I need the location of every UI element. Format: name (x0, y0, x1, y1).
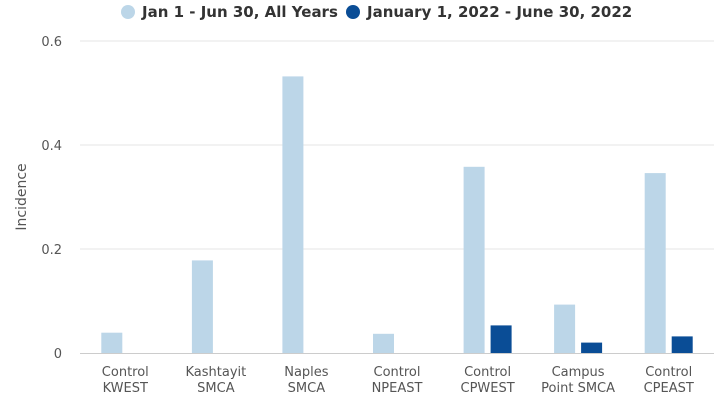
y-axis-ticks: 0 0.2 0.4 0.6 (41, 35, 62, 362)
x-category-label: Campus Point SMCA (541, 365, 615, 396)
legend-marker-all-years[interactable] (121, 5, 135, 19)
legend-label-2022[interactable]: January 1, 2022 - June 30, 2022 (366, 3, 632, 21)
gridlines (80, 40, 714, 250)
y-axis-title: Incidence (14, 163, 30, 230)
x-category-label: Kashtayit SMCA (186, 365, 247, 396)
x-category-label: Control KWEST (102, 365, 149, 396)
legend-marker-2022[interactable] (346, 5, 360, 19)
bar-2022-5[interactable] (581, 342, 603, 353)
bars (101, 76, 693, 354)
x-category-label: Control NPEAST (372, 365, 423, 396)
y-tick-label: 0.4 (41, 139, 62, 154)
bar-all-years-4[interactable] (463, 166, 485, 353)
y-tick-label: 0.6 (41, 35, 62, 50)
legend: Jan 1 - Jun 30, All Years January 1, 202… (121, 3, 632, 21)
x-category-label: Naples SMCA (284, 365, 329, 396)
bar-all-years-6[interactable] (644, 173, 666, 353)
bar-all-years-1[interactable] (191, 260, 213, 353)
bar-all-years-0[interactable] (101, 332, 123, 353)
legend-label-all-years[interactable]: Jan 1 - Jun 30, All Years (141, 3, 338, 21)
bar-all-years-5[interactable] (554, 304, 576, 353)
x-category-label: Control CPWEST (461, 365, 515, 396)
bar-2022-6[interactable] (671, 336, 693, 353)
x-category-label: Control CPEAST (644, 365, 694, 396)
x-axis-category-labels: Control KWEST Kashtayit SMCA Naples SMCA Contr… (102, 365, 694, 396)
y-tick-label: 0 (54, 347, 62, 362)
bar-all-years-3[interactable] (373, 333, 394, 353)
bar-all-years-2[interactable] (282, 76, 304, 354)
bar-2022-4[interactable] (490, 325, 512, 353)
y-tick-label: 0.2 (41, 243, 62, 258)
